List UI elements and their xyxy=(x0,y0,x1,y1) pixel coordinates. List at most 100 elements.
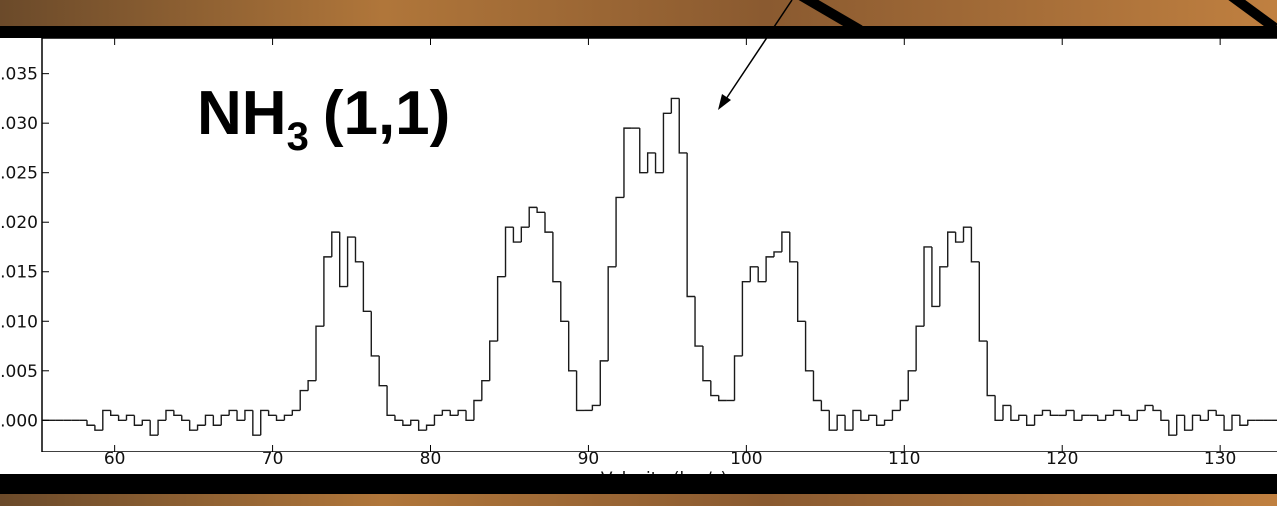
spectrum-step xyxy=(331,231,340,257)
background-image xyxy=(0,494,1277,506)
spectrum-step xyxy=(670,97,680,114)
spectrum-step xyxy=(386,385,395,417)
plot-background xyxy=(0,38,1277,452)
spectrum-step xyxy=(899,399,909,411)
spectrum-step xyxy=(1018,414,1027,421)
spectrum-step xyxy=(1168,420,1177,436)
spectrum-step xyxy=(473,399,482,421)
spectrum-step xyxy=(260,409,269,436)
spectrum-step xyxy=(891,409,901,421)
spectrum-step xyxy=(204,414,214,426)
annotation-rest: (1,1) xyxy=(323,79,450,148)
spectrum-step xyxy=(1247,419,1256,426)
spectrum-step xyxy=(749,266,759,282)
spectrum-step xyxy=(449,410,459,417)
spectrum-step xyxy=(1231,414,1240,431)
x-tick-label: 120 xyxy=(1046,449,1078,469)
spectrum-step xyxy=(883,419,893,426)
spectrum-step xyxy=(773,251,782,257)
spectrum-step xyxy=(710,380,719,397)
spectrum-step xyxy=(1097,415,1106,422)
spectrum-step xyxy=(236,410,245,422)
spectrum-step xyxy=(875,415,885,426)
spectrum-step xyxy=(1010,405,1019,422)
spectrum-step xyxy=(109,410,119,417)
spectrum-step xyxy=(907,370,917,401)
spectrum-step xyxy=(1112,409,1122,416)
spectrum-step xyxy=(844,415,853,431)
spectrum-step xyxy=(141,419,151,426)
spectrum-step xyxy=(1041,409,1051,416)
decor-line xyxy=(798,0,863,35)
spectrum-step xyxy=(481,379,490,401)
spectrum-step xyxy=(1104,414,1114,421)
x-tick-label: 130 xyxy=(1204,449,1236,469)
spectrum-step xyxy=(1073,410,1082,422)
spectrum-step xyxy=(94,425,103,431)
spectrum-step xyxy=(591,404,601,411)
spectrum-step xyxy=(615,196,624,267)
spectrum-step xyxy=(520,226,530,243)
spectrum-step xyxy=(947,231,956,267)
spectrum-step xyxy=(1120,410,1130,417)
x-tick-label: 100 xyxy=(730,449,762,469)
spectrum-step xyxy=(1049,410,1059,417)
y-tick-label: 0.015 xyxy=(0,263,38,283)
spectrum-step xyxy=(410,419,419,426)
spectrum-step xyxy=(828,410,838,431)
spectrum-step xyxy=(1152,405,1161,412)
spectrum-step xyxy=(789,232,798,263)
spectrum-step xyxy=(694,296,703,347)
spectrum-step xyxy=(1033,414,1043,426)
x-tick-label: 110 xyxy=(888,449,920,469)
spectrum-step xyxy=(244,409,253,421)
spectrum-step xyxy=(354,237,364,263)
annotation-sub: 3 xyxy=(287,115,309,159)
spectrum-step xyxy=(1002,404,1011,421)
spectrum-step xyxy=(1160,410,1169,422)
spectrum-step xyxy=(86,420,95,426)
spectrum-step xyxy=(165,409,174,421)
y-tick-label: 0.010 xyxy=(0,312,38,332)
spectrum-step xyxy=(252,410,261,436)
spectrum-step xyxy=(465,410,474,422)
background-image xyxy=(0,0,1277,26)
spectrum-step xyxy=(796,261,806,322)
spectrum-step xyxy=(970,227,980,263)
spectrum-step xyxy=(733,355,743,401)
spectrum-step xyxy=(315,325,324,381)
spectrum-step xyxy=(536,207,546,214)
spectrum-step xyxy=(504,226,514,277)
spectrum-step xyxy=(986,341,996,397)
spectrum-step xyxy=(978,261,988,342)
spectrum-step xyxy=(283,414,293,421)
spectrum-step xyxy=(599,360,609,406)
spectrum-step xyxy=(678,98,688,154)
spectrum-step xyxy=(544,212,553,233)
spectrum-step xyxy=(686,152,696,298)
spectrum-step xyxy=(441,409,451,416)
spectrum-step xyxy=(718,395,727,402)
spectrum-step xyxy=(702,346,711,382)
spectrum-step xyxy=(860,410,869,422)
spectrum-step xyxy=(607,266,617,361)
spectrum-step xyxy=(552,232,561,283)
spectrum-step xyxy=(994,395,1003,422)
annotation: NH3 (1,1) xyxy=(197,79,450,159)
x-tick-label: 80 xyxy=(420,449,442,469)
arrow-line xyxy=(723,0,793,103)
spectrum-step xyxy=(457,409,467,416)
spectrum-step xyxy=(125,414,135,421)
axes: 60 70 80 90 100 110 120 130 0.000 0.005 0.010 0.015… xyxy=(0,38,1236,469)
spectrum-step xyxy=(1183,415,1193,431)
spectrum-step xyxy=(560,281,569,322)
spectrum-step xyxy=(623,127,632,198)
spectrum-step xyxy=(133,415,143,426)
x-tick-label: 70 xyxy=(262,449,284,469)
spectrum-step xyxy=(394,415,403,422)
spectrum-step xyxy=(291,409,301,416)
spectrum-step xyxy=(402,420,411,426)
y-tick-label: 0.025 xyxy=(0,164,38,184)
spectrum-step xyxy=(836,414,846,431)
